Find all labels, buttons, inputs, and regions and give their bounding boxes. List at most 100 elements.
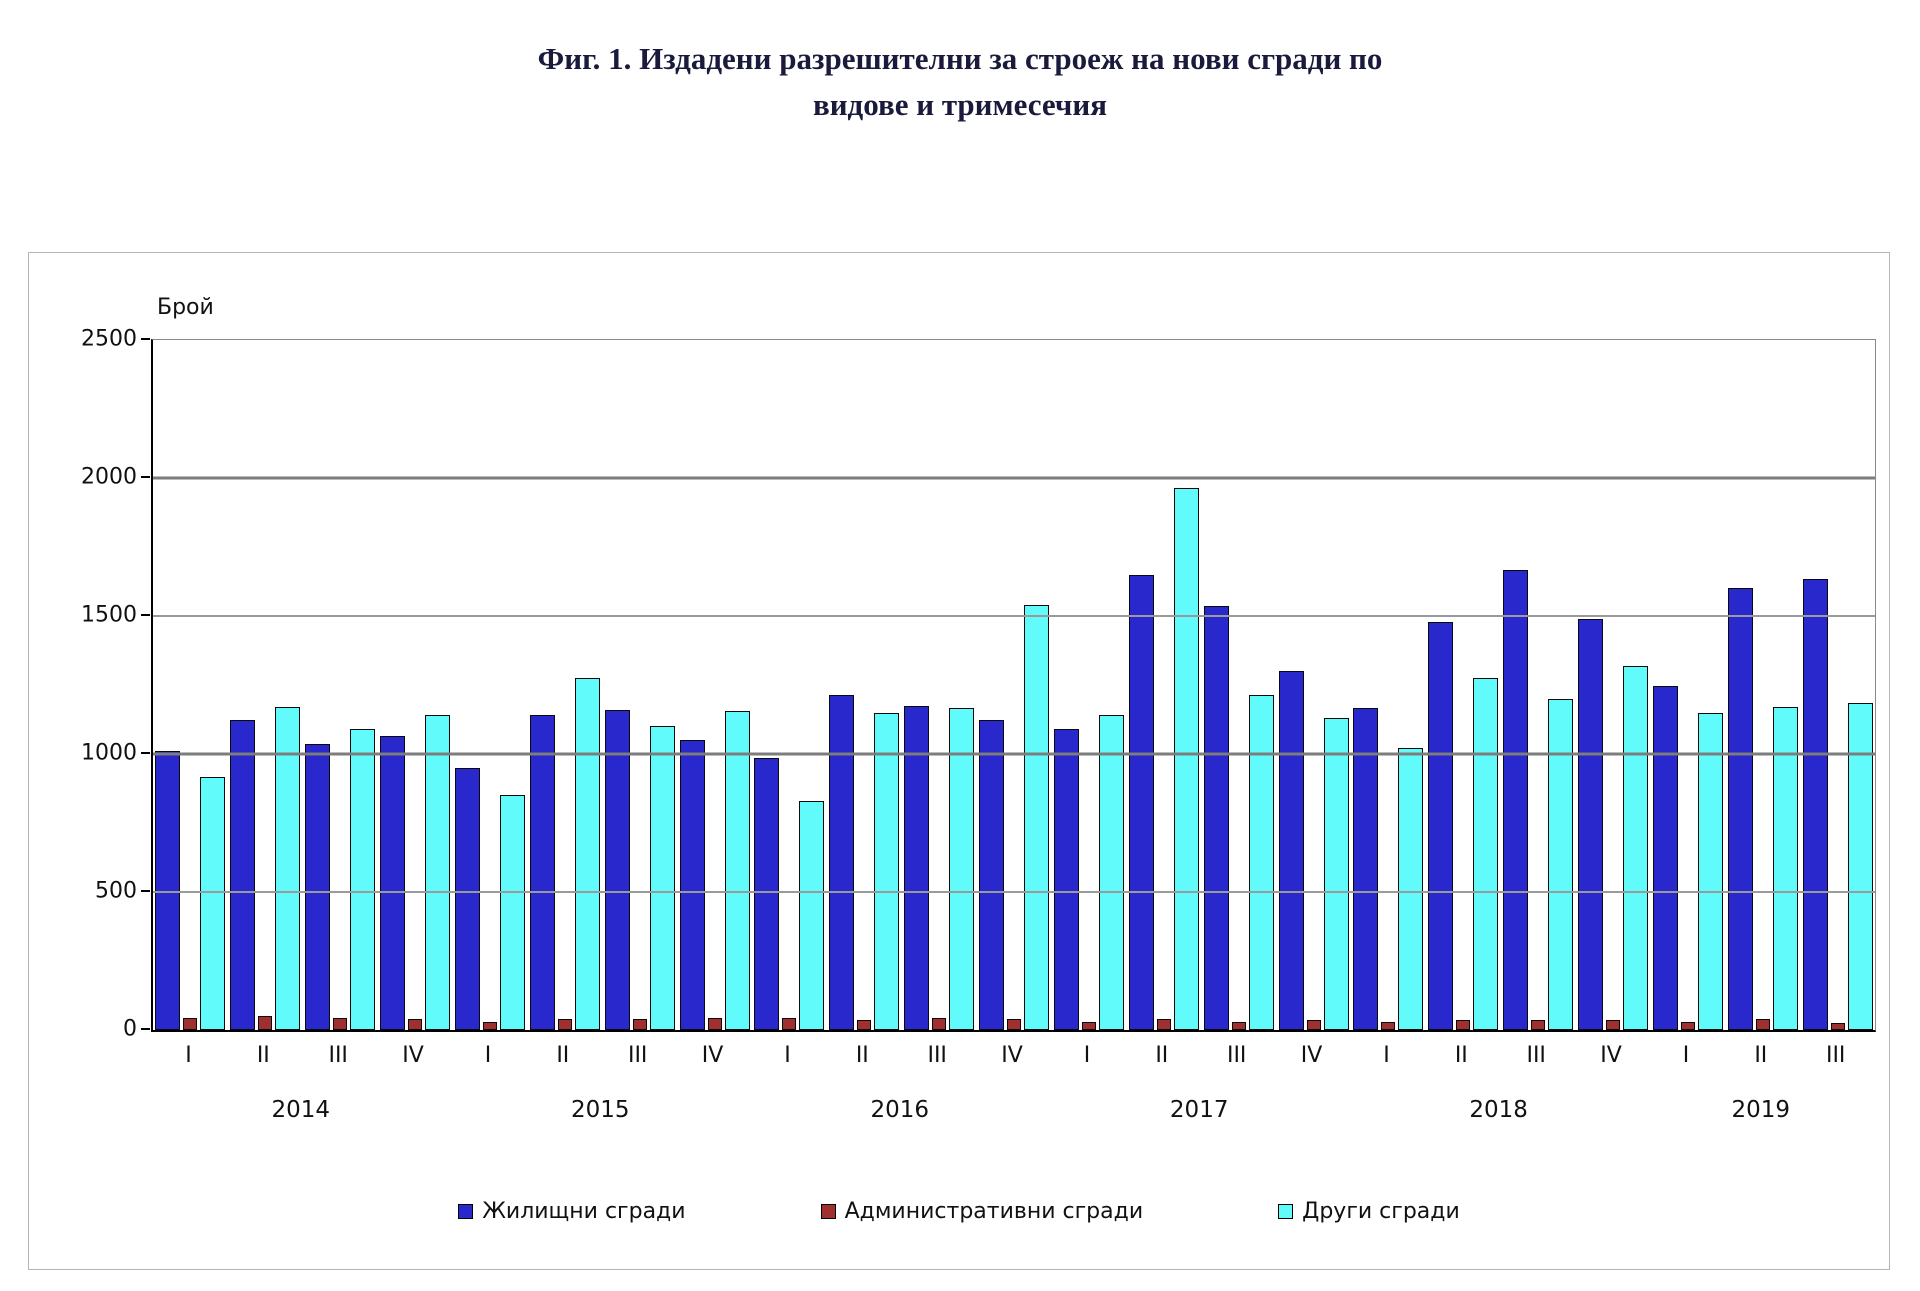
bar-administrative (557, 1018, 572, 1030)
quarter-group-2017-III (1201, 340, 1276, 1030)
bar-residential (904, 705, 930, 1030)
chart-figure: Брой 0 500 1000 1500 2000 2500 I II III IV I II III… (28, 252, 1890, 1270)
bar-other (1623, 665, 1649, 1030)
legend-label-residential: Жилищни сгради (482, 1199, 686, 1224)
chart-legend: Жилищни сгради Административни сгради Друг… (29, 1199, 1889, 1224)
legend-label-administrative: Административни сгради (844, 1199, 1144, 1224)
quarter-group-2017-I (1052, 340, 1127, 1030)
chart-title-line-2: видове и тримесечия (812, 87, 1108, 122)
bar-residential (1802, 578, 1828, 1030)
bar-administrative (1830, 1023, 1845, 1030)
bar-residential (454, 767, 480, 1030)
bar-administrative (1381, 1021, 1396, 1030)
bar-residential (230, 719, 256, 1030)
bar-other (1024, 604, 1050, 1030)
quarter-group-2015-I (453, 340, 528, 1030)
bar-other (499, 795, 525, 1030)
legend-item-other: Други сгради (1278, 1199, 1460, 1224)
quarter-label-2016-IV: IV (1001, 1043, 1023, 1068)
bar-administrative (707, 1017, 722, 1030)
y-axis-title: Брой (157, 295, 214, 320)
quarter-label-2019-III: III (1825, 1043, 1846, 1068)
bar-administrative (857, 1020, 872, 1030)
quarter-label-2015-II: II (556, 1043, 570, 1068)
year-label-2017: 2017 (1169, 1097, 1229, 1123)
quarter-group-2019-II (1725, 340, 1800, 1030)
quarter-label-2014-II: II (256, 1043, 270, 1068)
quarter-group-2018-III (1501, 340, 1576, 1030)
gridline-1500 (153, 615, 1875, 617)
y-tick-mark-2500 (141, 338, 150, 340)
legend-swatch-other (1278, 1204, 1294, 1219)
y-tick-mark-1000 (141, 752, 150, 754)
chart-title-line-1: Фиг. 1. Издадени разрешителни за строеж … (537, 41, 1383, 76)
bar-residential (1278, 671, 1304, 1030)
quarter-label-2016-I: I (784, 1043, 791, 1068)
quarter-label-2018-II: II (1454, 1043, 1468, 1068)
bar-residential (529, 715, 555, 1030)
quarter-group-2017-II (1126, 340, 1201, 1030)
bar-residential (604, 709, 630, 1030)
year-label-2014: 2014 (271, 1097, 331, 1123)
quarter-label-2016-II: II (855, 1043, 869, 1068)
bar-residential (1578, 618, 1604, 1030)
bar-residential (1428, 621, 1454, 1030)
quarter-group-2018-IV (1576, 340, 1651, 1030)
bar-other (1173, 487, 1199, 1030)
chart-title: Фиг. 1. Издадени разрешителни за строеж … (0, 36, 1920, 128)
bar-other (574, 678, 600, 1030)
quarter-label-2019-II: II (1754, 1043, 1768, 1068)
quarter-label-2017-IV: IV (1300, 1043, 1323, 1068)
bar-other (425, 715, 451, 1030)
quarter-label-2017-III: III (1226, 1043, 1247, 1068)
quarter-label-2018-IV: IV (1600, 1043, 1622, 1068)
bar-other (1398, 748, 1424, 1030)
bar-other (724, 711, 750, 1030)
bar-administrative (1306, 1020, 1321, 1030)
bar-residential (829, 694, 855, 1030)
y-tick-label-2000: 2000 (81, 464, 137, 490)
year-label-2018: 2018 (1469, 1097, 1528, 1123)
year-label-2019: 2019 (1731, 1097, 1790, 1123)
year-label-2016: 2016 (870, 1097, 929, 1123)
y-tick-mark-2000 (141, 476, 150, 478)
y-tick-mark-500 (141, 890, 150, 892)
bar-residential (679, 740, 705, 1030)
quarter-group-2016-II (827, 340, 902, 1030)
legend-swatch-residential (458, 1204, 474, 1219)
bar-other (1847, 702, 1873, 1030)
year-label-2015: 2015 (570, 1097, 630, 1123)
quarter-group-2014-II (228, 340, 303, 1030)
quarter-group-2014-IV (378, 340, 453, 1030)
bar-other (874, 712, 900, 1030)
plot-area (151, 339, 1876, 1032)
bar-administrative (632, 1018, 647, 1030)
quarter-group-2016-III (902, 340, 977, 1030)
quarter-label-2019-I: I (1682, 1043, 1690, 1068)
bar-groups (153, 340, 1875, 1030)
bar-administrative (408, 1018, 423, 1030)
bar-administrative (1456, 1020, 1471, 1030)
bar-residential (1203, 606, 1229, 1030)
quarter-label-2017-II: II (1155, 1043, 1169, 1068)
bar-other (1473, 678, 1499, 1030)
y-tick-mark-1500 (141, 614, 150, 616)
quarter-group-2017-IV (1276, 340, 1351, 1030)
quarter-label-2018-III: III (1526, 1043, 1546, 1068)
bar-residential (155, 751, 181, 1030)
quarter-label-2014-III: III (328, 1043, 348, 1068)
quarter-label-2015-IV: IV (701, 1043, 724, 1068)
bar-residential (380, 736, 406, 1030)
quarter-label-2014-IV: IV (402, 1043, 424, 1068)
y-tick-label-1000: 1000 (81, 740, 137, 766)
bar-other (1772, 707, 1798, 1030)
quarter-group-2016-I (752, 340, 827, 1030)
legend-item-residential: Жилищни сгради (458, 1199, 686, 1224)
bar-other (1697, 712, 1723, 1030)
legend-swatch-administrative (820, 1204, 836, 1219)
bar-residential (979, 719, 1005, 1030)
bar-other (799, 800, 825, 1030)
bar-administrative (1531, 1020, 1546, 1030)
x-axis-year-labels: 2014 2015 2016 2017 2018 2019 (151, 1097, 1873, 1123)
